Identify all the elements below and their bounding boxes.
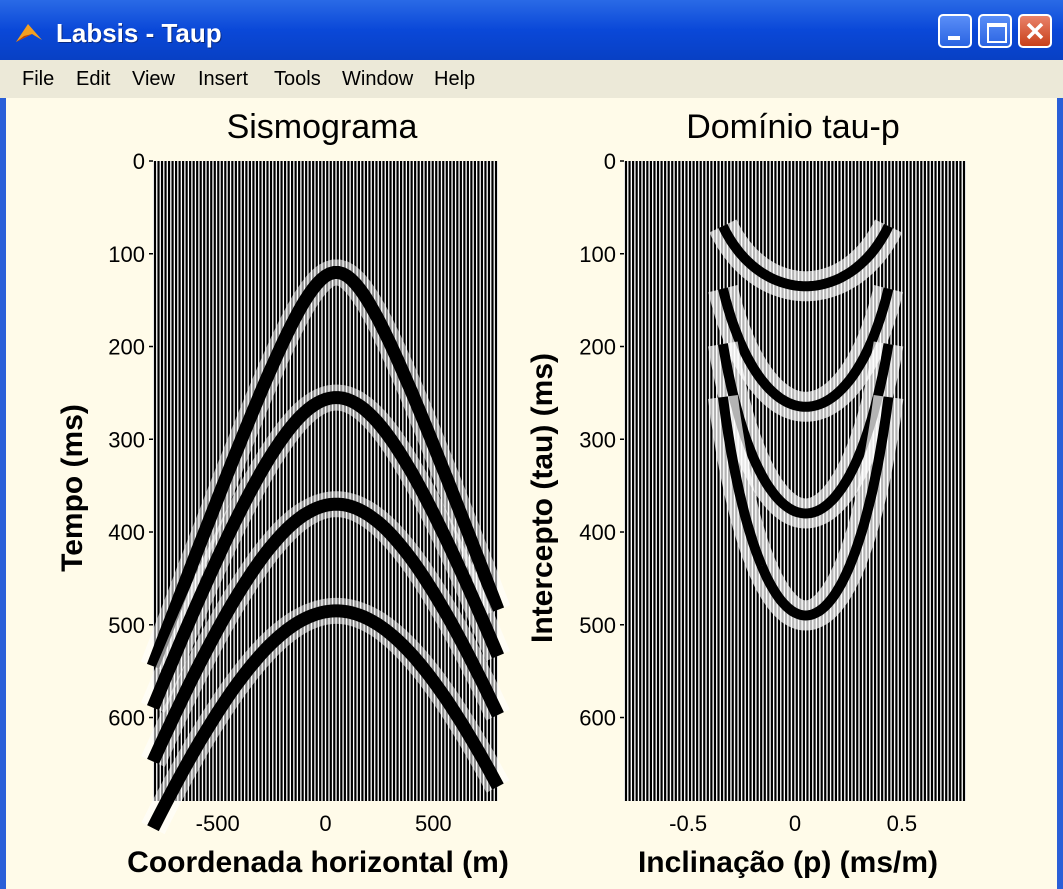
tau-p-event [717,396,894,621]
x-tick-label: 0.5 [887,811,918,836]
menu-file[interactable]: File [22,68,55,90]
tau-p-event [717,343,894,519]
y-axis-label: Intercepto (tau) (ms) [526,353,559,643]
axes-sismograma: Sismograma 0 100 200 300 400 500 600 -500 0 500 C… [56,108,511,879]
x-axis-label: Inclinação (p) (ms/m) [638,846,938,879]
traces [624,161,966,801]
tau-p-event [718,287,894,412]
menu-window[interactable]: Window [342,68,414,90]
reflection-event [147,497,504,765]
menu-help[interactable]: Help [434,68,476,90]
y-tick-label: 100 [579,242,616,267]
y-tick-label: 200 [579,335,616,360]
y-tick-label: 0 [604,149,616,174]
y-tick-label: 600 [108,706,145,731]
minimize-button[interactable] [938,14,972,48]
plot-area [624,161,966,801]
y-tick-label: 100 [108,242,145,267]
x-tick-label: 500 [415,811,452,836]
y-tick-label: 200 [108,335,145,360]
y-tick-label: 500 [108,613,145,638]
menu-view[interactable]: View [132,68,175,90]
chart-title: Sismograma [227,108,418,146]
x-tick-label: -0.5 [669,811,707,836]
y-axis-label: Tempo (ms) [56,404,89,572]
menu-edit[interactable]: Edit [76,68,111,90]
tau-p-event [718,223,894,292]
reflection-event [146,266,505,669]
y-tick-label: 300 [108,427,145,452]
figure-canvas: Sismograma 0 100 200 300 400 500 600 -500 0 500 C… [56,108,966,879]
y-tick-label: 300 [579,427,616,452]
reflection-event [147,604,504,832]
menu-insert[interactable]: Insert [198,68,249,90]
x-tick-label: 0 [319,811,331,836]
close-button[interactable] [1018,14,1052,48]
matlab-icon [16,24,42,42]
menu-bar: File Edit View Insert Tools Window Help [0,60,1063,98]
y-tick-label: 400 [108,520,145,545]
close-icon [1026,22,1044,40]
y-tick-label: 500 [579,613,616,638]
title-bar: Labsis - Taup [0,0,1063,60]
y-tick-label: 0 [133,149,145,174]
x-axis-label: Coordenada horizontal (m) [127,846,509,879]
axes-tau-p: Domínio tau-p 0 100 200 300 400 500 600 -0.5 0 0.… [526,108,966,879]
y-tick-label: 600 [579,706,616,731]
minimize-icon [948,36,960,40]
traces [140,161,511,835]
y-tick-label: 400 [579,520,616,545]
maximize-icon [987,23,1007,43]
reflection-event [146,391,504,711]
chart-title: Domínio tau-p [686,108,900,146]
menu-tools[interactable]: Tools [274,68,321,90]
x-tick-label: -500 [196,811,240,836]
maximize-button[interactable] [978,14,1012,48]
window-title: Labsis - Taup [56,18,222,48]
x-tick-label: 0 [789,811,801,836]
